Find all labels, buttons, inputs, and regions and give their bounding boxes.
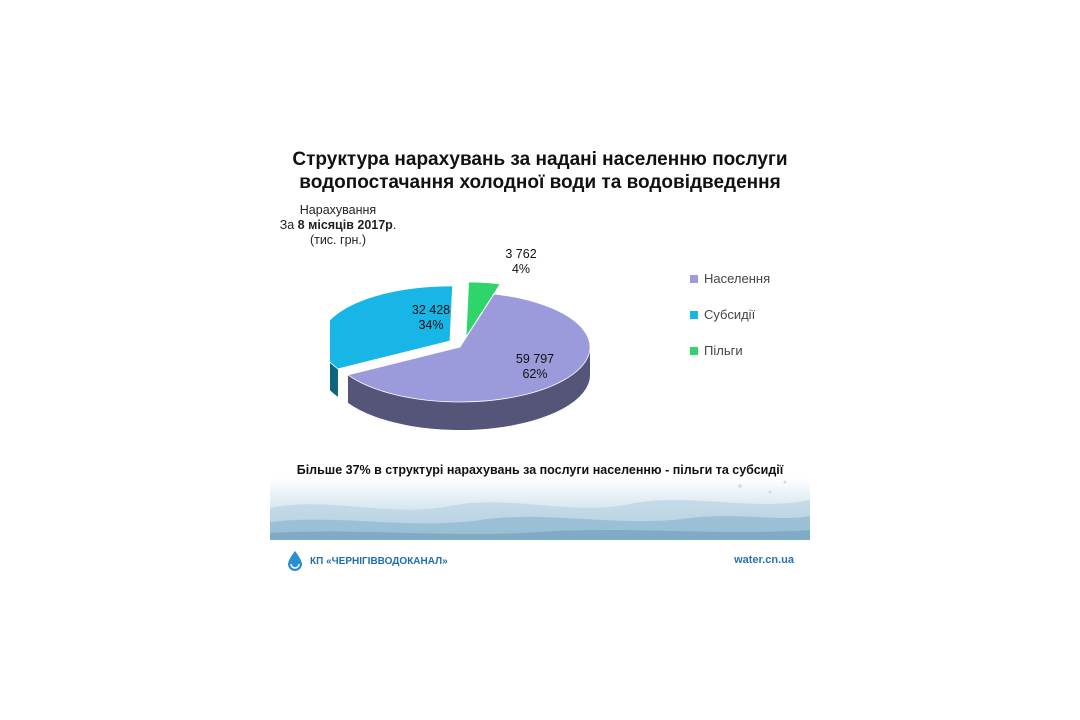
pie-slice-1[interactable] — [330, 285, 454, 370]
pie-chart — [330, 281, 591, 430]
pie-side-1 — [330, 362, 338, 397]
legend-swatch-subsydii — [690, 311, 698, 319]
subtitle-line-2-prefix: За — [279, 218, 298, 232]
footer-brand-text: КП «ЧЕРНІГІВВОДОКАНАЛ» — [310, 555, 448, 567]
water-splash-image — [270, 478, 810, 540]
subtitle-period: 8 місяців 2017р — [297, 218, 393, 232]
legend-label-pilhy: Пільги — [704, 343, 743, 358]
subtitle-line-2-suffix: . — [392, 218, 397, 232]
legend-label-subsydii: Субсидії — [704, 307, 756, 322]
pie-side-0 — [347, 347, 590, 430]
footer-brand: КП «ЧЕРНІГІВВОДОКАНАЛ» — [286, 550, 448, 572]
slice-label-subsydii: 32 428 34% — [396, 303, 466, 333]
slice-percent-pilhy: 4% — [511, 262, 531, 276]
slice-percent-naselennia: 62% — [522, 367, 548, 381]
legend-label-naselennia: Населення — [704, 271, 771, 286]
slice-label-pilhy: 3 762 4% — [486, 247, 556, 277]
footer-site-link[interactable]: water.cn.ua — [734, 554, 794, 566]
slice-label-naselennia: 59 797 62% — [500, 352, 570, 382]
chart-subtitle: Нарахування За 8 місяців 2017р. (тис. гр… — [270, 203, 406, 248]
legend-item-subsydii[interactable]: Субсидії — [690, 306, 770, 324]
legend-item-naselennia[interactable]: Населення — [690, 270, 770, 288]
chart-title: Структура нарахувань за надані населенню… — [292, 149, 788, 193]
legend: Населення Субсидії Пільги — [690, 270, 770, 378]
pie-slice-0[interactable] — [347, 293, 591, 403]
slice-percent-subsydii: 34% — [418, 318, 444, 332]
subtitle-units: (тис. грн.) — [309, 233, 367, 247]
subtitle-line-2: За 8 місяців 2017р. — [270, 218, 406, 233]
slice-value-naselennia: 59 797 — [515, 352, 555, 366]
slice-value-pilhy: 3 762 — [505, 247, 537, 261]
slice-value-subsydii: 32 428 — [411, 303, 451, 317]
legend-item-pilhy[interactable]: Пільги — [690, 342, 770, 360]
subtitle-line-1: Нарахування — [299, 203, 377, 217]
legend-swatch-pilhy — [690, 347, 698, 355]
footnote: Більше 37% в структурі нарахувань за пос… — [296, 463, 784, 477]
pie-slice-2[interactable] — [465, 281, 501, 339]
legend-swatch-naselennia — [690, 275, 698, 283]
slide: Структура нарахувань за надані населенню… — [270, 130, 810, 580]
water-drop-logo-icon — [288, 551, 302, 571]
